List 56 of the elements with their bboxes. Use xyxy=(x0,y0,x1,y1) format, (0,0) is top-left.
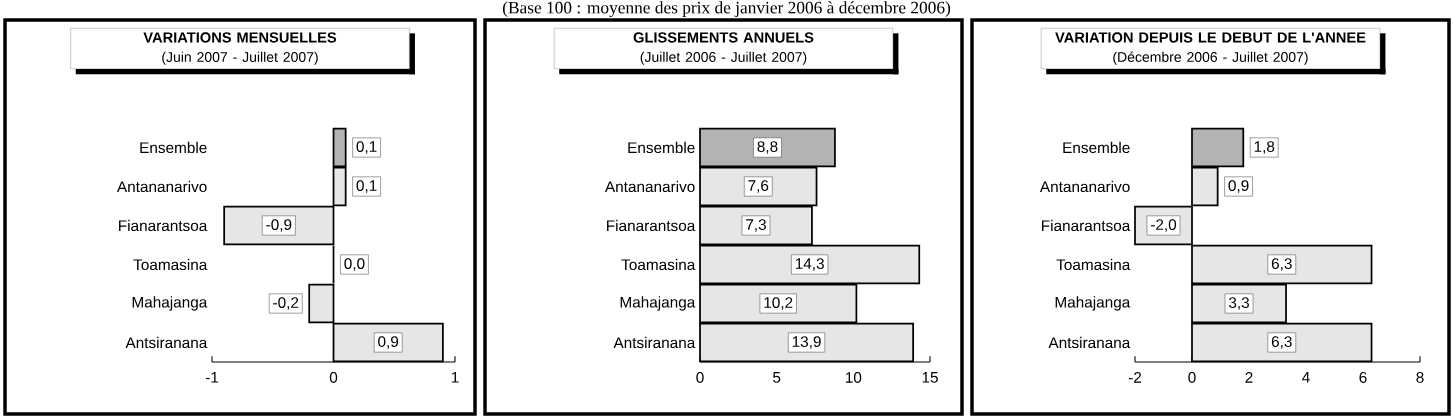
y-tick-label: Antsiranana xyxy=(1048,336,1131,349)
y-tick-label: Mahajanga xyxy=(132,296,208,311)
y-tick-label: Ensemble xyxy=(628,141,695,154)
y-tick-label: Antananarivo xyxy=(116,180,207,193)
y-tick-label: Mahajanga xyxy=(620,296,696,311)
y-tick-label: Toamasina xyxy=(1056,258,1131,271)
data-label: -0,9 xyxy=(266,219,292,232)
x-tick-label: 5 xyxy=(773,372,781,383)
data-label: 6,3 xyxy=(1271,258,1292,271)
x-tick-label: 15 xyxy=(922,372,938,383)
y-tick-label: Antsiranana xyxy=(613,336,696,349)
chart-subtitle: (Juillet 2006 - Juillet 2007) xyxy=(640,51,807,65)
y-tick-label: Ensemble xyxy=(1063,141,1130,154)
data-label: 0,0 xyxy=(344,258,365,271)
data-label: 1,8 xyxy=(1254,141,1275,154)
x-tick-label: 2 xyxy=(1245,372,1253,383)
y-tick-label: Mahajanga xyxy=(1055,296,1131,311)
data-label: -0,2 xyxy=(273,297,299,310)
y-tick-label: Fianarantsoa xyxy=(607,219,696,232)
x-tick-label: 8 xyxy=(1416,372,1424,383)
x-tick-label: 0 xyxy=(1188,372,1196,383)
data-label: 0,9 xyxy=(1228,180,1249,193)
x-tick-label: 0 xyxy=(696,372,704,383)
data-label: 13,9 xyxy=(792,336,821,349)
data-label: 0,1 xyxy=(356,180,377,193)
y-tick-label: Toamasina xyxy=(133,258,208,271)
x-tick-label: 0 xyxy=(329,372,338,383)
x-tick-label: 4 xyxy=(1302,372,1310,383)
x-tick-label: -2 xyxy=(1128,372,1142,383)
chart-title: GLISSEMENTS ANNUELS xyxy=(633,32,814,43)
text: (Base 100 : moyenne des prix de janvier 2006 à décembre 2006) xyxy=(502,1,951,18)
data-label: 7,6 xyxy=(748,180,769,193)
y-tick-label: Ensemble xyxy=(140,141,207,154)
y-tick-label: Antananarivo xyxy=(604,180,695,193)
chart-subtitle: (Juin 2007 - Juillet 2007) xyxy=(162,51,318,65)
x-tick-label: -1 xyxy=(205,372,219,383)
y-tick-label: Antananarivo xyxy=(1039,180,1130,193)
y-tick-label: Antsiranana xyxy=(125,336,208,349)
data-label: 6,3 xyxy=(1271,336,1292,349)
chart-title: VARIATION DEPUIS LE DEBUT DE L'ANNEE xyxy=(1055,32,1366,43)
y-tick-label: Fianarantsoa xyxy=(1042,219,1131,232)
x-tick-label: 10 xyxy=(845,372,862,383)
data-label: 14,3 xyxy=(795,258,824,271)
y-tick-label: Toamasina xyxy=(621,258,696,271)
x-tick-label: 1 xyxy=(451,372,459,383)
data-label: 3,3 xyxy=(1228,297,1249,310)
data-label: 10,2 xyxy=(764,297,793,310)
data-label: 7,3 xyxy=(746,219,766,232)
chart-title: VARIATIONS MENSUELLES xyxy=(143,32,337,43)
y-tick-label: Fianarantsoa xyxy=(119,219,208,232)
chart-subtitle: (Décembre 2006 - Juillet 2007) xyxy=(1113,51,1308,65)
data-label: 8,8 xyxy=(757,141,778,154)
data-label: 0,9 xyxy=(378,336,399,349)
data-label: -2,0 xyxy=(1150,219,1177,232)
x-tick-label: 6 xyxy=(1359,372,1367,383)
data-label: 0,1 xyxy=(356,141,377,154)
